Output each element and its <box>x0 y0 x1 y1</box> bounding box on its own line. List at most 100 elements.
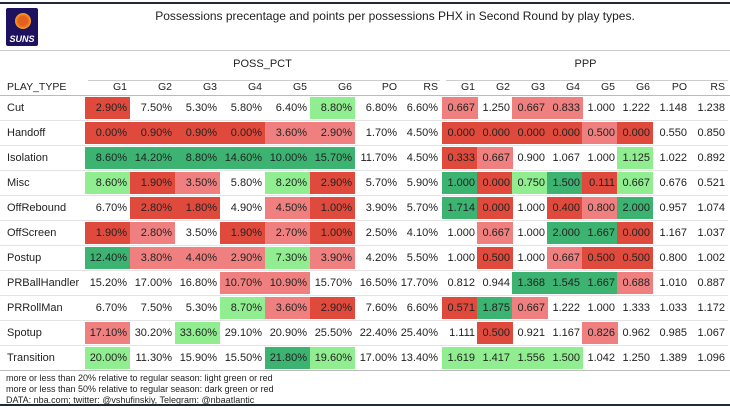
poss-pct-cell: 17.10% <box>85 322 130 344</box>
table-row: OffScreen 1.90% 2.80% 3.50% 1.90% 2.70% 1.00% 2… <box>0 221 728 246</box>
poss-pct-cell: 13.40% <box>400 352 438 364</box>
ppp-cell: 1.125 <box>617 147 653 169</box>
ppp-cell: 1.500 <box>547 172 583 194</box>
row-header: PLAY_TYPE <box>7 81 67 93</box>
poss-pct-cell: 5.70% <box>406 202 438 214</box>
top-border <box>0 2 730 4</box>
bottom-border <box>0 404 730 406</box>
ppp-cell: 0.688 <box>617 272 653 294</box>
ppp-cell: 1.000 <box>587 302 615 314</box>
col-header-ppp-g4: G4 <box>565 81 580 93</box>
ppp-cell: 1.033 <box>659 302 687 314</box>
ppp-cell: 0.500 <box>582 247 618 269</box>
poss-pct-cell: 0.00% <box>85 122 130 144</box>
footer-divider <box>0 370 730 371</box>
poss-pct-cell: 1.80% <box>175 197 220 219</box>
play-type-label: PRRollMan <box>7 302 63 314</box>
ppp-cell: 0.667 <box>442 97 478 119</box>
ppp-cell: 1.333 <box>622 302 650 314</box>
poss-pct-cell: 3.50% <box>175 172 220 194</box>
poss-pct-cell: 5.70% <box>365 177 397 189</box>
poss-pct-cell: 4.90% <box>230 202 262 214</box>
poss-pct-cell: 2.90% <box>220 247 265 269</box>
ppp-cell: 0.887 <box>697 277 725 289</box>
ppp-cell: 1.067 <box>552 152 580 164</box>
col-header-ppp-g3: G3 <box>530 81 545 93</box>
table-row: Misc 8.60% 1.90% 3.50% 5.80% 8.20% 2.90% 5.70% 5… <box>0 171 728 196</box>
table-row: Isolation 8.60% 14.20% 8.80% 14.60% 10.00% 15.… <box>0 146 728 171</box>
poss-pct-cell: 33.60% <box>175 322 220 344</box>
poss-pct-cell: 15.70% <box>314 277 352 289</box>
poss-pct-cell: 14.20% <box>130 147 175 169</box>
poss-pct-cell: 5.80% <box>230 177 262 189</box>
ppp-cell: 0.667 <box>477 222 513 244</box>
group-underline <box>88 80 440 81</box>
ppp-cell: 0.111 <box>582 172 618 194</box>
poss-pct-cell: 3.90% <box>365 202 397 214</box>
col-header-poss-g1: G1 <box>112 81 127 93</box>
poss-pct-cell: 15.70% <box>310 147 355 169</box>
ppp-cell: 0.921 <box>517 327 545 339</box>
col-header-ppp-g5: G5 <box>600 81 615 93</box>
poss-pct-cell: 2.70% <box>265 222 310 244</box>
col-header-ppp-po: PO <box>671 81 687 93</box>
play-type-label: Postup <box>7 252 42 264</box>
ppp-cell: 0.800 <box>659 252 687 264</box>
ppp-cell: 0.800 <box>582 197 618 219</box>
poss-pct-cell: 11.70% <box>360 152 398 164</box>
ppp-cell: 1.500 <box>547 347 583 369</box>
ppp-cell: 1.667 <box>582 272 618 294</box>
ppp-cell: 1.222 <box>622 102 650 114</box>
table-row: Postup 12.40% 3.80% 4.40% 2.90% 7.30% 3.90% 4.2… <box>0 246 728 271</box>
ppp-cell: 1.389 <box>659 352 687 364</box>
ppp-cell: 0.333 <box>442 147 478 169</box>
poss-pct-cell: 0.00% <box>220 122 265 144</box>
table-row: OffRebound 6.70% 2.80% 1.80% 4.90% 4.50% 1.00%… <box>0 196 728 221</box>
ppp-cell: 0.676 <box>659 177 687 189</box>
poss-pct-cell: 8.80% <box>175 147 220 169</box>
ppp-cell: 1.042 <box>587 352 615 364</box>
ppp-cell: 1.000 <box>587 152 615 164</box>
ppp-cell: 0.962 <box>622 327 650 339</box>
ppp-cell: 1.172 <box>697 302 725 314</box>
poss-pct-cell: 17.70% <box>400 277 438 289</box>
poss-pct-cell: 3.50% <box>185 227 217 239</box>
ppp-cell: 1.000 <box>447 252 475 264</box>
col-header-poss-g3: G3 <box>202 81 217 93</box>
ppp-cell: 1.022 <box>659 152 687 164</box>
legend-note-light: more or less than 20% relative to regula… <box>6 373 273 383</box>
ppp-cell: 0.000 <box>617 222 653 244</box>
table-row: PRRollMan 6.70% 7.50% 5.30% 8.70% 3.60% 2.90% 7… <box>0 296 728 321</box>
poss-pct-cell: 14.60% <box>220 147 265 169</box>
ppp-cell: 0.812 <box>447 277 475 289</box>
poss-pct-cell: 10.00% <box>265 147 310 169</box>
ppp-cell: 0.000 <box>547 122 583 144</box>
poss-pct-cell: 3.60% <box>265 122 310 144</box>
ppp-cell: 0.667 <box>547 247 583 269</box>
poss-pct-cell: 8.20% <box>265 172 310 194</box>
poss-pct-cell: 4.50% <box>406 127 438 139</box>
poss-pct-cell: 1.70% <box>365 127 397 139</box>
poss-pct-cell: 20.90% <box>269 327 307 339</box>
play-type-label: OffScreen <box>7 227 57 239</box>
poss-pct-cell: 10.90% <box>265 272 310 294</box>
ppp-cell: 1.619 <box>442 347 478 369</box>
group-header-ppp: PPP <box>574 58 597 70</box>
ppp-cell: 1.417 <box>477 347 513 369</box>
poss-pct-cell: 2.90% <box>310 297 355 319</box>
ppp-cell: 1.250 <box>622 352 650 364</box>
poss-pct-cell: 0.90% <box>130 122 175 144</box>
ppp-cell: 2.000 <box>617 197 653 219</box>
ppp-cell: 1.556 <box>512 347 548 369</box>
ppp-cell: 1.667 <box>582 222 618 244</box>
ppp-cell: 1.238 <box>697 102 725 114</box>
poss-pct-cell: 25.40% <box>400 327 438 339</box>
col-header-poss-g2: G2 <box>157 81 172 93</box>
ppp-cell: 0.000 <box>477 172 513 194</box>
play-type-label: PRBallHandler <box>7 277 80 289</box>
poss-pct-cell: 20.00% <box>85 347 130 369</box>
group-underline <box>446 80 728 81</box>
ppp-cell: 1.167 <box>552 327 580 339</box>
ppp-cell: 0.900 <box>517 152 545 164</box>
ppp-cell: 0.850 <box>697 127 725 139</box>
